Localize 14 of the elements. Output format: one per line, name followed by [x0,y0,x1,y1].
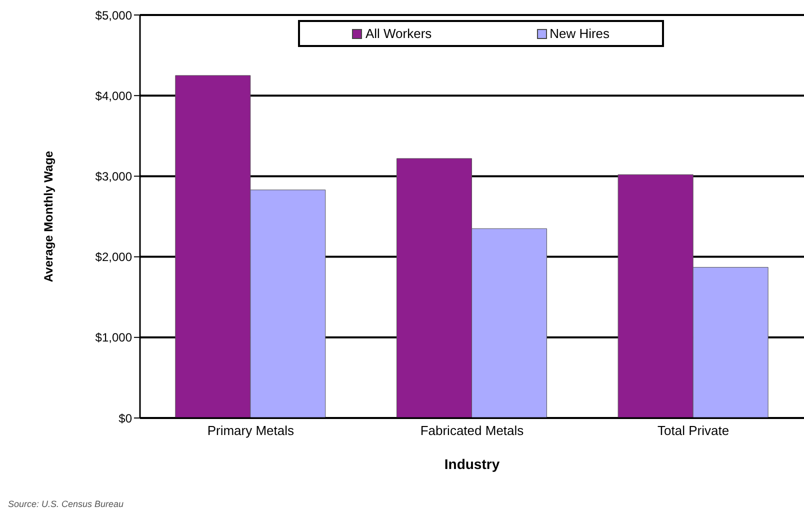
y-tick-label: $5,000 [95,8,132,22]
x-tick-label: Fabricated Metals [420,423,524,438]
y-tick-label: $4,000 [95,88,132,103]
y-tick-label: $3,000 [95,169,132,184]
x-tick-label: Total Private [658,423,730,438]
y-axis-title: Average Monthly Wage [41,150,56,282]
y-tick-label: $0 [118,411,132,426]
y-tick-label: $1,000 [95,330,132,345]
legend-label: All Workers [364,26,432,41]
legend-label: New Hires [548,26,610,41]
x-tick-label: Primary Metals [207,423,294,438]
y-tick-label: $2,000 [95,250,132,264]
source-note: Source: U.S. Census Bureau [8,499,124,509]
x-axis-title: Industry [444,456,500,472]
